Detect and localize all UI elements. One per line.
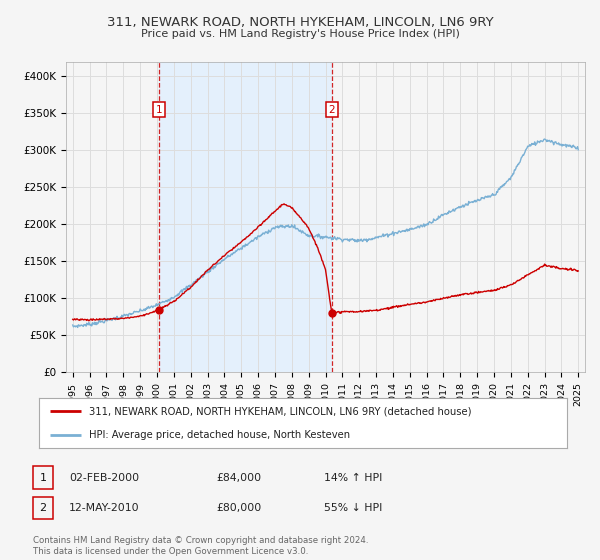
Text: 311, NEWARK ROAD, NORTH HYKEHAM, LINCOLN, LN6 9RY: 311, NEWARK ROAD, NORTH HYKEHAM, LINCOLN… xyxy=(107,16,493,29)
Text: 12-MAY-2010: 12-MAY-2010 xyxy=(69,503,140,513)
Point xyxy=(327,309,337,318)
Text: Contains HM Land Registry data © Crown copyright and database right 2024.
This d: Contains HM Land Registry data © Crown c… xyxy=(33,536,368,556)
Text: 1: 1 xyxy=(155,105,162,115)
Text: 2: 2 xyxy=(40,503,46,513)
Text: £80,000: £80,000 xyxy=(216,503,261,513)
Text: Price paid vs. HM Land Registry's House Price Index (HPI): Price paid vs. HM Land Registry's House … xyxy=(140,29,460,39)
Text: 02-FEB-2000: 02-FEB-2000 xyxy=(69,473,139,483)
Text: 2: 2 xyxy=(328,105,335,115)
Text: 55% ↓ HPI: 55% ↓ HPI xyxy=(324,503,382,513)
Text: HPI: Average price, detached house, North Kesteven: HPI: Average price, detached house, Nort… xyxy=(89,431,350,440)
Text: 1: 1 xyxy=(40,473,46,483)
Bar xyxy=(158,62,332,372)
Text: 14% ↑ HPI: 14% ↑ HPI xyxy=(324,473,382,483)
Text: 311, NEWARK ROAD, NORTH HYKEHAM, LINCOLN, LN6 9RY (detached house): 311, NEWARK ROAD, NORTH HYKEHAM, LINCOLN… xyxy=(89,406,472,416)
Text: £84,000: £84,000 xyxy=(216,473,261,483)
Point xyxy=(154,306,163,315)
